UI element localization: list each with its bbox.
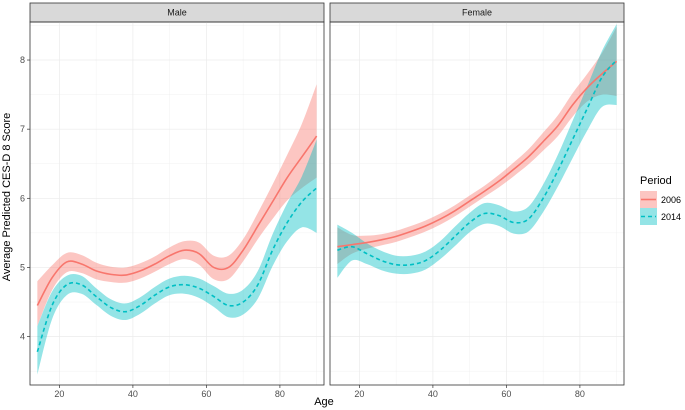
y-axis-title: Average Predicted CES-D 8 Score — [1, 113, 13, 282]
panel-border — [29, 21, 325, 386]
x-axis-title: Age — [314, 396, 334, 408]
x-tick-label: 40 — [428, 389, 438, 399]
legend-key-2014 — [640, 208, 657, 225]
y-tick-label: 4 — [20, 332, 25, 342]
x-tick-label: 40 — [128, 389, 138, 399]
strip-label: Male — [167, 8, 187, 18]
series-line-2006 — [36, 135, 318, 306]
ci-ribbon-2006 — [337, 26, 617, 265]
legend-label-2006: 2006 — [661, 195, 681, 205]
series-line-2006 — [337, 60, 618, 248]
y-tick-label: 5 — [20, 262, 25, 272]
grid — [30, 22, 324, 385]
legend-title: Period — [640, 175, 672, 187]
panel-male: Male 20 40 60 80 4 5 6 7 8 — [20, 2, 325, 399]
x-tick-label: 60 — [501, 389, 511, 399]
x-tick-label: 80 — [575, 389, 585, 399]
legend-label-2014: 2014 — [661, 212, 681, 222]
series-line-2014 — [337, 59, 618, 267]
panel-female: Female 20 40 60 80 — [329, 2, 625, 399]
legend-key-2006 — [640, 191, 657, 208]
panels: Male 20 40 60 80 4 5 6 7 8 Female 20 40 60 80 — [20, 2, 625, 399]
y-tick-label: 6 — [20, 193, 25, 203]
grid — [330, 22, 624, 385]
strip-label: Female — [462, 8, 492, 18]
legend: Period 2006 2014 — [640, 175, 681, 225]
x-tick-label: 80 — [275, 389, 285, 399]
series-line-2014 — [36, 187, 318, 353]
x-tick-label: 20 — [354, 389, 364, 399]
x-tick-label: 60 — [201, 389, 211, 399]
y-tick-label: 7 — [20, 124, 25, 134]
panel-border — [329, 21, 625, 386]
x-tick-label: 20 — [54, 389, 64, 399]
y-tick-label: 8 — [20, 55, 25, 65]
